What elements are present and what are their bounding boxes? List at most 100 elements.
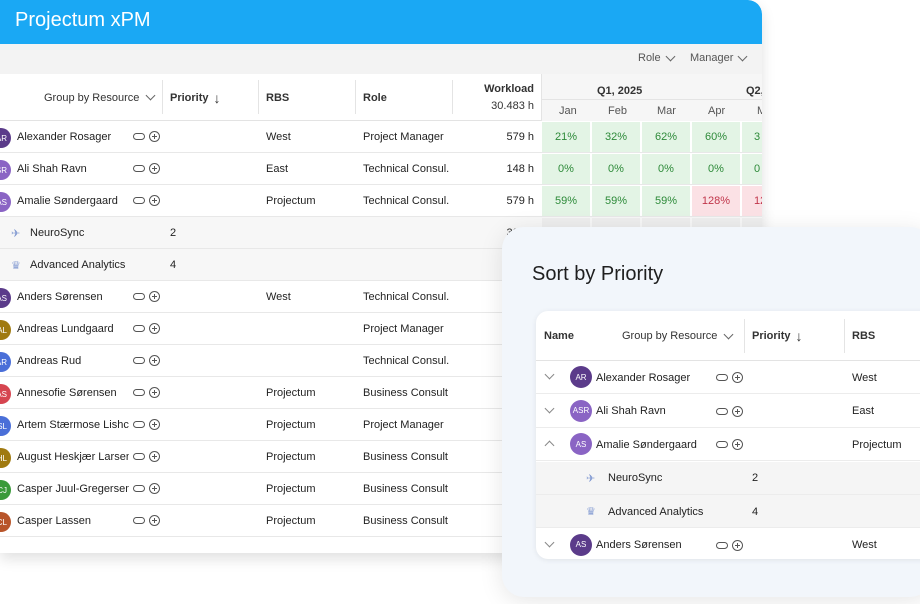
group-by-dropdown[interactable]: Group by Resource xyxy=(622,311,734,361)
resource-name[interactable]: Alexander Rosager xyxy=(17,131,112,143)
add-circle-icon[interactable] xyxy=(732,405,743,417)
link-icon[interactable] xyxy=(133,357,145,364)
resource-row[interactable]: AL Andreas Lundgaard Project Manager xyxy=(0,313,762,345)
resource-row[interactable]: ASR Ali Shah Ravn East xyxy=(536,395,920,428)
rbs-column-header[interactable]: RBS xyxy=(852,311,875,361)
resource-name[interactable]: Andreas Lundgaard xyxy=(17,323,114,335)
resource-name[interactable]: August Heskjær Larsen xyxy=(17,451,129,463)
resource-name[interactable]: Ali Shah Ravn xyxy=(596,405,666,417)
add-circle-icon[interactable] xyxy=(149,163,160,174)
utilization-cell[interactable]: 59% xyxy=(542,186,590,216)
chevron-down-icon[interactable] xyxy=(544,403,555,413)
resource-name[interactable]: Anders Sørensen xyxy=(596,539,682,551)
add-circle-icon[interactable] xyxy=(149,515,160,526)
crown-icon: ♛ xyxy=(11,259,21,272)
utilization-cell[interactable]: 128% xyxy=(692,186,740,216)
resource-row[interactable]: AS Amalie Søndergaard Projectum Technical C… xyxy=(0,185,762,217)
role-filter[interactable]: Role xyxy=(638,51,676,64)
manager-filter[interactable]: Manager xyxy=(690,51,748,64)
utilization-cell[interactable]: 0 xyxy=(742,154,762,184)
add-circle-icon[interactable] xyxy=(149,387,160,398)
utilization-cell[interactable]: 0% xyxy=(542,154,590,184)
project-row[interactable]: ✈ NeuroSync 2 xyxy=(536,461,920,495)
add-circle-icon[interactable] xyxy=(732,539,743,551)
resource-row[interactable]: AS Amalie Søndergaard Projectum xyxy=(536,428,920,461)
add-circle-icon[interactable] xyxy=(149,451,160,462)
rocket-icon: ✈ xyxy=(586,472,596,485)
resource-name[interactable]: Casper Lassen xyxy=(17,515,91,527)
role-value: Project Manager xyxy=(363,131,444,143)
avatar: AS xyxy=(0,384,11,404)
link-icon[interactable] xyxy=(133,325,145,332)
project-row[interactable]: ♛ Advanced Analytics 4 xyxy=(536,495,920,528)
resource-name[interactable]: Amalie Søndergaard xyxy=(17,195,118,207)
add-circle-icon[interactable] xyxy=(149,323,160,334)
chevron-down-icon[interactable] xyxy=(544,369,555,380)
add-circle-icon[interactable] xyxy=(732,439,743,450)
utilization-cell[interactable]: 3 xyxy=(742,122,762,152)
resource-row[interactable]: AR Alexander Rosager West xyxy=(536,361,920,394)
link-icon[interactable] xyxy=(133,485,145,492)
utilization-cell[interactable]: 59% xyxy=(642,186,690,216)
add-circle-icon[interactable] xyxy=(149,483,160,494)
resource-name[interactable]: Andreas Rud xyxy=(17,355,82,367)
utilization-cell[interactable]: 62% xyxy=(642,122,690,152)
add-circle-icon[interactable] xyxy=(732,372,743,383)
name-column-header[interactable]: Name xyxy=(544,311,574,361)
link-icon[interactable] xyxy=(133,389,145,396)
resource-name[interactable]: Artem Stærmose Lishc... xyxy=(17,419,129,431)
utilization-cell[interactable]: 0% xyxy=(642,154,690,184)
rbs-column-header[interactable]: RBS xyxy=(266,74,289,121)
link-icon[interactable] xyxy=(716,374,728,381)
chevron-down-icon xyxy=(145,90,156,101)
link-icon[interactable] xyxy=(133,453,145,460)
resource-row[interactable]: CL Casper Lassen Projectum Business Consult… xyxy=(0,505,762,537)
group-by-dropdown[interactable]: Group by Resource xyxy=(44,74,156,121)
resource-name[interactable]: Alexander Rosager xyxy=(596,371,691,384)
resource-name[interactable]: Amalie Søndergaard xyxy=(596,438,697,451)
resource-row[interactable]: AR Andreas Rud Technical Consul... xyxy=(0,345,762,377)
rbs-value: Projectum xyxy=(266,195,316,207)
resource-row[interactable]: ASL Artem Stærmose Lishc... Projectum Proje… xyxy=(0,409,762,441)
priority-column-header[interactable]: Priority ↓ xyxy=(170,74,221,121)
utilization-cell[interactable]: 12 xyxy=(742,186,762,216)
resource-name[interactable]: Anders Sørensen xyxy=(17,291,103,303)
link-icon[interactable] xyxy=(133,165,145,172)
resource-name[interactable]: Casper Juul-Gregersen xyxy=(17,483,129,495)
link-icon[interactable] xyxy=(716,541,728,549)
utilization-cell[interactable]: 0% xyxy=(592,154,640,184)
add-circle-icon[interactable] xyxy=(149,195,160,206)
utilization-cell[interactable]: 21% xyxy=(542,122,590,152)
link-icon[interactable] xyxy=(133,421,145,428)
resource-row[interactable]: AHL August Heskjær Larsen Projectum Busines… xyxy=(0,441,762,473)
link-icon[interactable] xyxy=(716,441,728,448)
project-name: NeuroSync xyxy=(608,472,663,484)
link-icon[interactable] xyxy=(716,407,728,415)
resource-row[interactable]: AR Alexander Rosager West Project Manager 57… xyxy=(0,121,762,153)
resource-row[interactable]: CJ Casper Juul-Gregersen Projectum Business… xyxy=(0,473,762,505)
resource-name[interactable]: Annesofie Sørensen xyxy=(17,387,117,399)
resource-row[interactable]: AS Anders Sørensen West xyxy=(536,529,920,560)
add-circle-icon[interactable] xyxy=(149,131,160,142)
link-icon[interactable] xyxy=(133,517,145,524)
role-column-header[interactable]: Role xyxy=(363,74,387,121)
priority-column-header[interactable]: Priority ↓ xyxy=(752,311,803,361)
utilization-cell[interactable]: 32% xyxy=(592,122,640,152)
resource-row[interactable]: ASR Ali Shah Ravn East Technical Consul... 1… xyxy=(0,153,762,185)
add-circle-icon[interactable] xyxy=(149,291,160,302)
add-circle-icon[interactable] xyxy=(149,355,160,366)
row-actions xyxy=(133,419,160,430)
add-circle-icon[interactable] xyxy=(149,419,160,430)
link-icon[interactable] xyxy=(133,293,145,300)
utilization-cell[interactable]: 0% xyxy=(692,154,740,184)
link-icon[interactable] xyxy=(133,197,145,204)
utilization-cell[interactable]: 59% xyxy=(592,186,640,216)
workload-column-header[interactable]: Workload 30.483 h xyxy=(460,74,534,121)
chevron-up-icon[interactable] xyxy=(544,440,555,451)
utilization-cell[interactable]: 60% xyxy=(692,122,740,152)
resource-name[interactable]: Ali Shah Ravn xyxy=(17,163,87,175)
link-icon[interactable] xyxy=(133,133,145,140)
resource-row[interactable]: AS Annesofie Sørensen Projectum Business Co… xyxy=(0,377,762,409)
resource-row[interactable]: AS Anders Sørensen West Technical Consul... xyxy=(0,281,762,313)
chevron-down-icon[interactable] xyxy=(544,537,555,547)
